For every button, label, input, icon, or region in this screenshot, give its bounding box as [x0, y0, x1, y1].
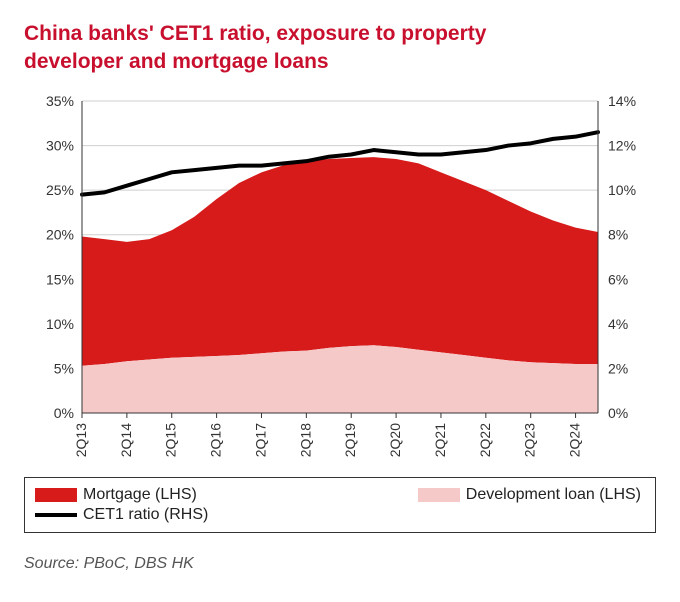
svg-text:8%: 8% — [608, 226, 628, 242]
svg-text:6%: 6% — [608, 271, 628, 287]
svg-text:2Q16: 2Q16 — [208, 422, 224, 456]
svg-text:10%: 10% — [46, 316, 74, 332]
svg-text:2Q15: 2Q15 — [163, 422, 179, 456]
legend-item-cet1: CET1 ratio (RHS) — [35, 506, 208, 524]
legend-swatch-cet1 — [35, 513, 77, 517]
source-text: Source: PBoC, DBS HK — [24, 555, 656, 573]
svg-text:2Q24: 2Q24 — [567, 422, 583, 456]
svg-text:2Q17: 2Q17 — [252, 422, 268, 456]
chart-area: 0% 5% 10% 15% 20% 25% 30% 35% 0% 2% 4% 6% 8% 10% 12% 14… — [24, 91, 656, 471]
legend-label-cet1: CET1 ratio (RHS) — [83, 506, 208, 524]
svg-text:2Q14: 2Q14 — [118, 422, 134, 456]
svg-text:15%: 15% — [46, 271, 74, 287]
svg-text:2Q20: 2Q20 — [387, 422, 403, 456]
chart-title: China banks' CET1 ratio, exposure to pro… — [24, 20, 656, 77]
svg-text:4%: 4% — [608, 316, 628, 332]
chart-svg: 0% 5% 10% 15% 20% 25% 30% 35% 0% 2% 4% 6% 8% 10% 12% 14… — [24, 91, 656, 471]
svg-text:0%: 0% — [54, 405, 74, 421]
title-line2: developer and mortgage loans — [24, 50, 329, 73]
svg-text:12%: 12% — [608, 137, 636, 153]
svg-text:14%: 14% — [608, 93, 636, 109]
legend-label-development: Development loan (LHS) — [466, 486, 641, 504]
svg-text:2Q18: 2Q18 — [297, 422, 313, 456]
svg-text:2%: 2% — [608, 360, 628, 376]
title-line1: China banks' CET1 ratio, exposure to pro… — [24, 22, 486, 45]
svg-text:35%: 35% — [46, 93, 74, 109]
svg-text:2Q13: 2Q13 — [73, 422, 89, 456]
legend-item-mortgage: Mortgage (LHS) — [35, 486, 197, 504]
svg-text:30%: 30% — [46, 137, 74, 153]
svg-text:2Q23: 2Q23 — [522, 422, 538, 456]
svg-text:2Q21: 2Q21 — [432, 422, 448, 456]
svg-text:0%: 0% — [608, 405, 628, 421]
legend-swatch-mortgage — [35, 488, 77, 502]
legend-item-development: Development loan (LHS) — [418, 486, 641, 504]
svg-text:5%: 5% — [54, 360, 74, 376]
svg-text:2Q22: 2Q22 — [477, 422, 493, 456]
svg-text:20%: 20% — [46, 226, 74, 242]
legend-label-mortgage: Mortgage (LHS) — [83, 486, 197, 504]
svg-text:25%: 25% — [46, 182, 74, 198]
legend: Mortgage (LHS) Development loan (LHS) CE… — [24, 477, 656, 533]
svg-text:10%: 10% — [608, 182, 636, 198]
svg-text:2Q19: 2Q19 — [342, 422, 358, 456]
legend-swatch-development — [418, 488, 460, 502]
